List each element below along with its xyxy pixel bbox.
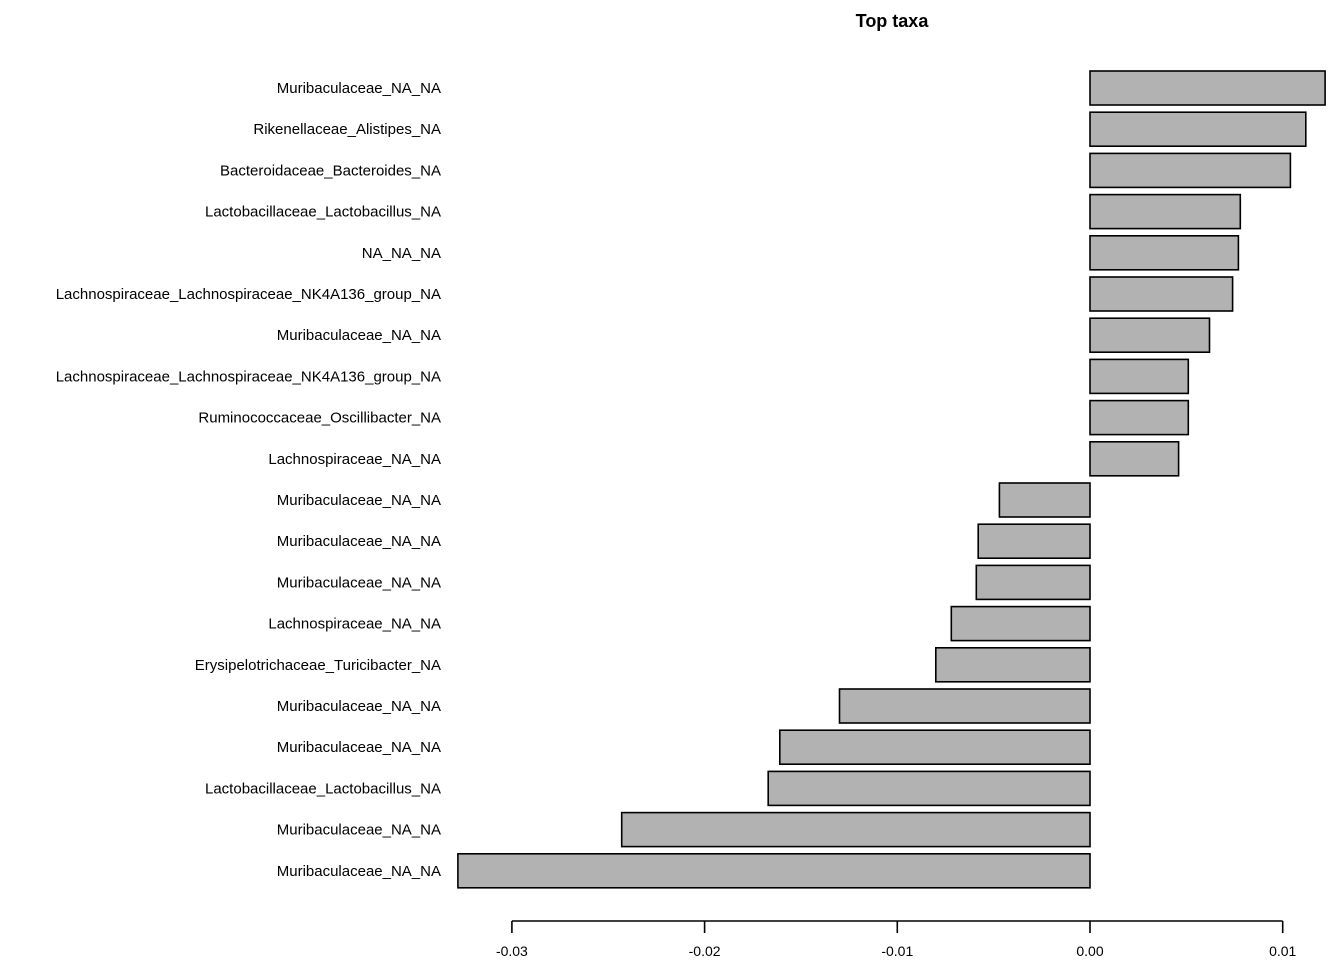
bar <box>1089 70 1326 106</box>
category-label: Muribaculaceae_NA_NA <box>277 574 441 591</box>
category-label: Lachnospiraceae_NA_NA <box>268 451 441 468</box>
chart-title: Top taxa <box>856 11 930 31</box>
category-label: Bacteroidaceae_Bacteroides_NA <box>220 162 441 179</box>
category-label: Lachnospiraceae_NA_NA <box>268 616 441 633</box>
category-label: Muribaculaceae_NA_NA <box>277 327 441 344</box>
bar <box>1089 276 1234 312</box>
category-label: Rikenellaceae_Alistipes_NA <box>253 121 441 138</box>
bar <box>977 523 1091 560</box>
category-label: Lactobacillaceae_Lactobacillus_NA <box>205 204 441 221</box>
bar <box>934 646 1091 683</box>
bar <box>767 770 1091 807</box>
bar <box>778 729 1091 766</box>
category-label: Ruminococcaceae_Oscillibacter_NA <box>198 410 441 427</box>
category-label: Muribaculaceae_NA_NA <box>277 533 441 550</box>
bar <box>1089 152 1292 189</box>
x-tick-label: -0.02 <box>689 943 721 959</box>
bar <box>457 852 1091 889</box>
bar <box>1089 358 1190 395</box>
category-label: NA_NA_NA <box>362 245 441 262</box>
x-tick-label: 0.00 <box>1076 943 1103 959</box>
bar <box>1089 399 1190 436</box>
x-tick-label: -0.01 <box>881 943 913 959</box>
category-label: Muribaculaceae_NA_NA <box>277 863 441 880</box>
category-label: Muribaculaceae_NA_NA <box>277 698 441 715</box>
category-label: Muribaculaceae_NA_NA <box>277 822 441 839</box>
x-axis: -0.03 -0.02 -0.01 0.00 0.01 <box>496 920 1297 959</box>
x-tick-label: -0.03 <box>496 943 528 959</box>
bar <box>1089 193 1242 230</box>
category-label: Erysipelotrichaceae_Turicibacter_NA <box>195 657 441 674</box>
category-label: Muribaculaceae_NA_NA <box>277 492 441 509</box>
bar <box>1089 317 1211 354</box>
category-labels: Muribaculaceae_NA_NA Rikenellaceae_Alisti… <box>56 80 441 880</box>
bar <box>1089 440 1180 477</box>
x-tick-label: 0.01 <box>1269 943 1296 959</box>
bar <box>838 688 1091 724</box>
category-label: Lachnospiraceae_Lachnospiraceae_NK4A136_… <box>56 286 441 303</box>
bar <box>998 482 1091 518</box>
category-label: Lactobacillaceae_Lactobacillus_NA <box>205 780 441 797</box>
category-label: Muribaculaceae_NA_NA <box>277 80 441 97</box>
bar <box>1089 235 1240 271</box>
bar <box>1089 111 1307 147</box>
category-label: Lachnospiraceae_Lachnospiraceae_NK4A136_… <box>56 368 441 385</box>
bar <box>975 564 1091 601</box>
category-label: Muribaculaceae_NA_NA <box>277 739 441 756</box>
bar <box>950 605 1091 642</box>
bar <box>620 811 1091 848</box>
bars-group <box>457 70 1326 889</box>
